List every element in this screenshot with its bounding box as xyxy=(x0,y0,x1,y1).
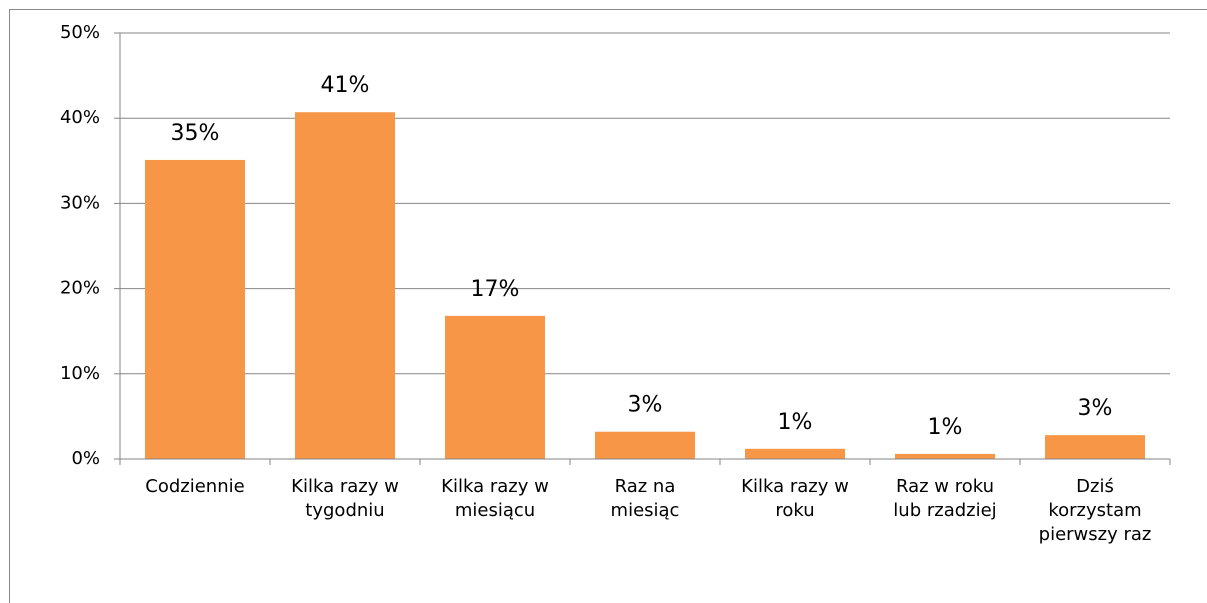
x-tick-label: Raz w roku lub rzadziej xyxy=(893,476,996,521)
y-tick-label: 30% xyxy=(60,192,100,213)
x-tick-label: Dziś korzystam pierwszy raz xyxy=(1039,476,1152,545)
bar xyxy=(745,448,845,459)
data-label: 3% xyxy=(1078,396,1113,421)
y-tick-label: 0% xyxy=(71,448,100,469)
bar xyxy=(295,112,395,460)
bar xyxy=(1045,435,1145,459)
data-label: 1% xyxy=(778,410,813,435)
bar xyxy=(445,315,545,459)
bar xyxy=(595,431,695,459)
data-label: 1% xyxy=(928,415,963,440)
x-tick-label: Kilka razy w roku xyxy=(741,476,849,521)
data-label: 35% xyxy=(171,121,220,146)
x-tick-label: Codziennie xyxy=(145,476,244,497)
x-tick-label: Raz na miesiąc xyxy=(611,476,680,521)
data-label: 3% xyxy=(628,393,663,418)
bar xyxy=(145,159,245,459)
x-tick-label: Kilka razy w tygodniu xyxy=(291,476,399,521)
y-tick-label: 50% xyxy=(60,22,100,43)
y-tick-label: 40% xyxy=(60,107,100,128)
bar xyxy=(895,453,995,459)
y-tick-label: 20% xyxy=(60,278,100,299)
data-label: 41% xyxy=(321,73,370,98)
frame xyxy=(9,9,1207,603)
x-tick-label: Kilka razy w miesiącu xyxy=(441,476,549,521)
y-tick-label: 10% xyxy=(60,363,100,384)
data-label: 17% xyxy=(471,277,520,302)
